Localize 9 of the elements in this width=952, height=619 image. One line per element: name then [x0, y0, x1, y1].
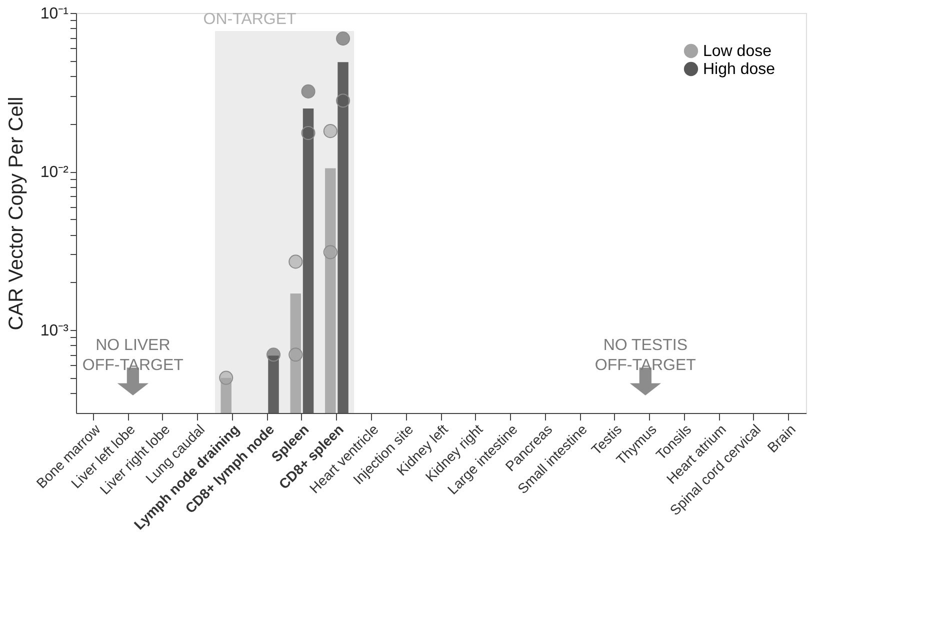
annotation: NO LIVER OFF-TARGET — [82, 337, 184, 374]
y-tick-label: 10⁻¹ — [40, 6, 68, 22]
legend-label: Low dose — [703, 43, 772, 60]
legend-label: High dose — [703, 61, 776, 78]
band-label: ON-TARGET — [203, 11, 297, 28]
y-axis-title: CAR Vector Copy Per Cell — [5, 96, 28, 330]
y-tick-label: 10⁻² — [40, 164, 70, 182]
annotation: NO TESTIS OFF-TARGET — [594, 337, 696, 374]
y-tick-label: 10⁻³ — [40, 322, 70, 340]
